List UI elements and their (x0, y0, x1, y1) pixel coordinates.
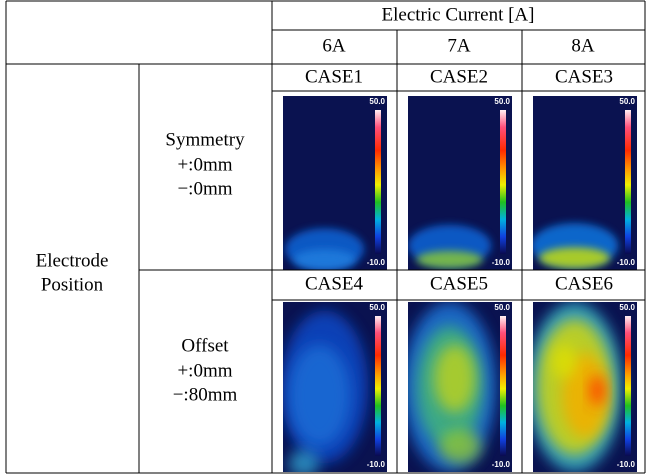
row-label: −:80mm (173, 384, 238, 405)
heat-region (539, 247, 610, 268)
colorbar-min: -10.0 (367, 460, 386, 469)
heat-region (288, 345, 350, 447)
colorbar-max: 50.0 (369, 97, 385, 106)
thermal-image: 50.0 -10.0 (281, 302, 387, 475)
colorbar (625, 110, 631, 254)
colorbar (375, 110, 381, 254)
colorbar-max: 50.0 (494, 303, 510, 312)
colorbar (500, 110, 506, 254)
heat-region (590, 375, 605, 406)
case-label: CASE3 (555, 66, 613, 87)
colorbar-min: -10.0 (367, 258, 386, 267)
row-label: +:0mm (177, 360, 232, 381)
colorbar-min: -10.0 (617, 460, 636, 469)
colorbar-max: 50.0 (369, 303, 385, 312)
table-figure: 50.0-10.050.0-10.050.0-10.050.0-10.050.0… (0, 0, 648, 475)
colorbar-min: -10.0 (492, 258, 511, 267)
column-header: 8A (571, 35, 595, 56)
case-label: CASE2 (430, 66, 488, 87)
colorbar (625, 316, 631, 456)
case-label: CASE5 (430, 273, 488, 294)
heat-region (293, 249, 355, 270)
row-label: +:0mm (177, 154, 232, 175)
row-label: Offset (181, 335, 229, 356)
colorbar-max: 50.0 (494, 97, 510, 106)
heat-region (552, 345, 577, 379)
colorbar (500, 316, 506, 456)
column-header: 6A (322, 35, 346, 56)
case-label: CASE1 (305, 66, 363, 87)
heat-region (434, 345, 476, 413)
row-label: −:0mm (177, 178, 232, 199)
column-header: 7A (447, 35, 471, 56)
colorbar (375, 316, 381, 456)
header-group: Electric Current [A] (382, 4, 535, 25)
case-label: CASE4 (305, 273, 364, 294)
thermal-image: 50.0 -10.0 (403, 302, 512, 472)
row-label: Symmetry (165, 129, 245, 150)
thermal-image: 50.0 -10.0 (283, 96, 387, 270)
thermal-image: 50.0 -10.0 (527, 302, 637, 472)
colorbar-min: -10.0 (492, 460, 511, 469)
row-group-label: Electrode (36, 250, 109, 271)
colorbar-max: 50.0 (619, 303, 635, 312)
row-group-label: Position (41, 274, 104, 295)
thermal-image: 50.0 -10.0 (531, 96, 637, 270)
colorbar-max: 50.0 (619, 97, 635, 106)
heat-region (416, 251, 483, 268)
thermal-image: 50.0 -10.0 (408, 96, 512, 270)
case-label: CASE6 (555, 273, 613, 294)
heat-region (439, 430, 481, 464)
colorbar-min: -10.0 (617, 258, 636, 267)
